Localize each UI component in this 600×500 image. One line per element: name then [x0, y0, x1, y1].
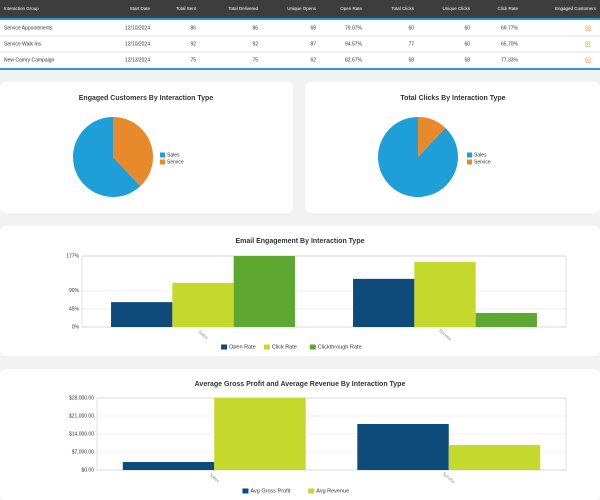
cell: 12/10/2024 — [125, 41, 150, 47]
legend-swatch — [308, 488, 315, 494]
y-tick-label: $7,000.00 — [72, 449, 94, 455]
cell: 69.77% — [501, 25, 519, 31]
bar — [414, 262, 476, 327]
table-header — [0, 0, 600, 18]
column-header: Interaction Group — [4, 6, 39, 11]
legend-label: Clickthrough Rate — [318, 344, 362, 350]
table-underline — [0, 68, 600, 70]
chart-title: Email Engagement By Interaction Type — [235, 238, 364, 245]
column-header: Unique Clicks — [442, 6, 470, 11]
column-header: Total Sent — [176, 6, 197, 11]
bar — [122, 462, 215, 470]
legend-swatch — [263, 344, 270, 350]
column-header: Start Date — [130, 6, 151, 11]
cell: 75 — [190, 57, 196, 63]
column-header: Click Rate — [497, 6, 518, 11]
pie-slice — [418, 117, 446, 157]
cell: 77 — [408, 41, 414, 47]
cell: 92 — [252, 41, 258, 47]
pie-slice — [73, 117, 141, 197]
bar — [111, 302, 173, 327]
cell: 60 — [408, 25, 414, 31]
plot-frame — [96, 397, 567, 471]
cell: 12/10/2024 — [125, 25, 150, 31]
legend-label: Click Rate — [272, 344, 297, 350]
cell: 87 — [310, 41, 316, 47]
cell: 86 — [252, 25, 258, 31]
cell: 58 — [408, 57, 414, 63]
cell: 60 — [464, 41, 470, 47]
legend-swatch — [242, 488, 249, 494]
engaged-link[interactable]: 68 — [585, 25, 591, 31]
cell: 86 — [190, 25, 196, 31]
bar — [357, 423, 449, 470]
y-tick-label: 177% — [66, 253, 79, 259]
y-tick-label: 90% — [69, 288, 80, 294]
cell: New Camry Campaign — [4, 57, 55, 63]
column-header: Unique Opens — [287, 6, 317, 11]
legend-swatch — [467, 152, 472, 158]
pie-slice — [113, 117, 153, 187]
cell: 77.33% — [501, 57, 519, 63]
cell: 65.70% — [501, 41, 519, 47]
legend-swatch — [467, 159, 472, 165]
cell: 94.57% — [345, 41, 363, 47]
column-header: Total Delivered — [228, 6, 258, 11]
chart-title: Engaged Customers By Interaction Type — [79, 95, 214, 102]
legend-label: Service — [474, 159, 491, 165]
y-tick-label: $21,000.00 — [69, 413, 94, 419]
bar — [214, 398, 306, 470]
legend-label: Open Rate — [229, 344, 256, 350]
engaged-link[interactable]: 63 — [585, 57, 591, 63]
cell: 60 — [464, 25, 470, 31]
legend-label: Avg Gross Profit — [250, 488, 290, 494]
bar — [233, 256, 295, 327]
engaged-link[interactable]: 87 — [585, 41, 591, 47]
chart-title: Average Gross Profit and Average Revenue… — [195, 381, 406, 388]
bar — [172, 282, 234, 327]
bar — [475, 312, 537, 327]
legend-swatch — [160, 159, 165, 165]
legend-swatch — [309, 344, 316, 350]
cell: 79.07% — [345, 25, 363, 31]
bar — [353, 278, 415, 327]
legend-label: Sales — [474, 152, 487, 158]
legend-swatch — [160, 152, 165, 158]
cell: 92 — [190, 41, 196, 47]
legend-label: Avg Revenue — [316, 488, 349, 494]
column-header: Open Rate — [340, 6, 362, 11]
column-header: Engaged Customers — [555, 6, 597, 11]
cell: 68 — [310, 25, 316, 31]
x-tick-label: Sales — [209, 472, 221, 484]
legend-label: Service — [167, 159, 184, 165]
cell: Service Appointments — [4, 25, 53, 31]
cell: 12/13/2024 — [125, 57, 150, 63]
bar — [448, 445, 541, 470]
column-header: Total Clicks — [391, 6, 415, 11]
legend-swatch — [221, 344, 228, 350]
cell: 82.67% — [345, 57, 363, 63]
cell: 58 — [464, 57, 470, 63]
legend-label: Sales — [167, 152, 180, 158]
y-tick-label: $28,000.00 — [69, 395, 94, 401]
y-tick-label: 45% — [69, 306, 80, 312]
cell: Service Walk Ins — [4, 41, 42, 47]
y-tick-label: $0.00 — [81, 467, 94, 473]
chart-title: Total Clicks By Interaction Type — [400, 95, 505, 102]
y-tick-label: 0% — [72, 324, 80, 330]
y-tick-label: $14,000.00 — [69, 431, 94, 437]
cell: 62 — [310, 57, 316, 63]
plot-frame — [81, 255, 567, 328]
cell: 75 — [252, 57, 258, 63]
x-tick-label: Sales — [197, 329, 209, 341]
header-underline — [0, 18, 600, 20]
